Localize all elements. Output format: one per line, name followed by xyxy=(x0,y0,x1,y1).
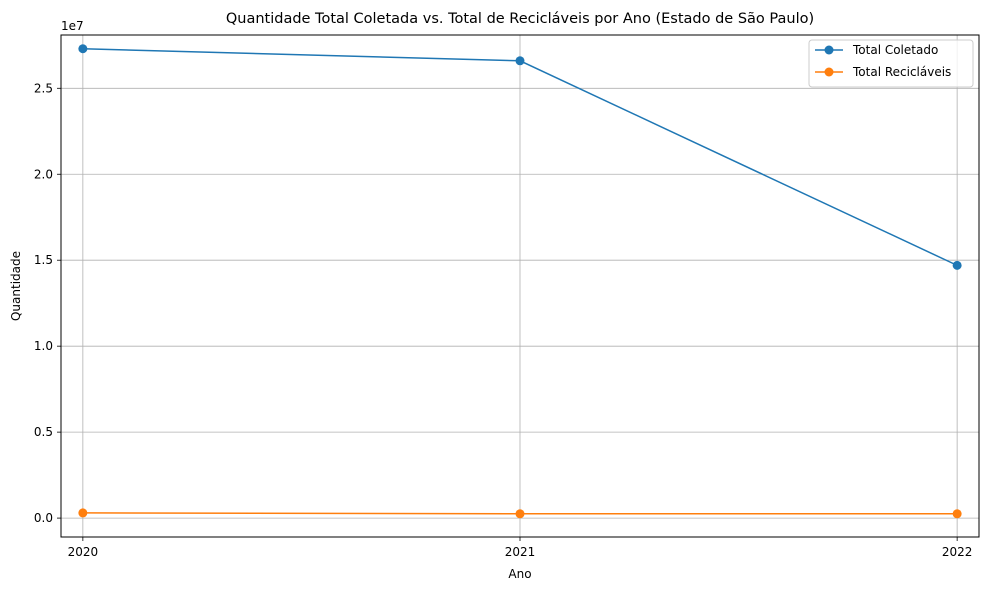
data-point xyxy=(952,509,962,519)
y-tick-label: 1.5 xyxy=(34,253,53,267)
data-point xyxy=(78,508,88,518)
y-tick-label: 0.5 xyxy=(34,425,53,439)
legend-marker xyxy=(824,45,834,55)
y-axis: 0.0 0.5 1.0 1.5 2.0 2.5 xyxy=(34,81,61,525)
legend-box xyxy=(808,39,974,88)
y-tick-label: 2.5 xyxy=(34,81,53,95)
x-tick-label: 2020 xyxy=(68,545,99,559)
data-point xyxy=(515,56,525,66)
legend-marker xyxy=(824,67,834,77)
x-tick-label: 2022 xyxy=(942,545,973,559)
x-axis-label: Ano xyxy=(508,567,531,581)
data-point xyxy=(515,509,525,519)
gridlines xyxy=(61,35,979,537)
y-axis-label: Quantidade xyxy=(9,251,23,321)
chart-title: Quantidade Total Coletada vs. Total de R… xyxy=(226,11,814,27)
x-tick-label: 2021 xyxy=(505,545,536,559)
legend: Total Coletado Total Recicláveis xyxy=(808,39,974,88)
y-tick-label: 1.0 xyxy=(34,339,53,353)
y-tick-label: 0.0 xyxy=(34,511,53,525)
x-axis: 2020 2021 2022 xyxy=(68,537,973,559)
y-axis-offset-label: 1e7 xyxy=(61,19,84,33)
data-point xyxy=(952,260,962,270)
y-tick-label: 2.0 xyxy=(34,167,53,181)
series-lines xyxy=(78,44,962,519)
legend-label: Total Recicláveis xyxy=(852,65,951,79)
data-point xyxy=(78,44,88,54)
legend-label: Total Coletado xyxy=(852,43,938,57)
